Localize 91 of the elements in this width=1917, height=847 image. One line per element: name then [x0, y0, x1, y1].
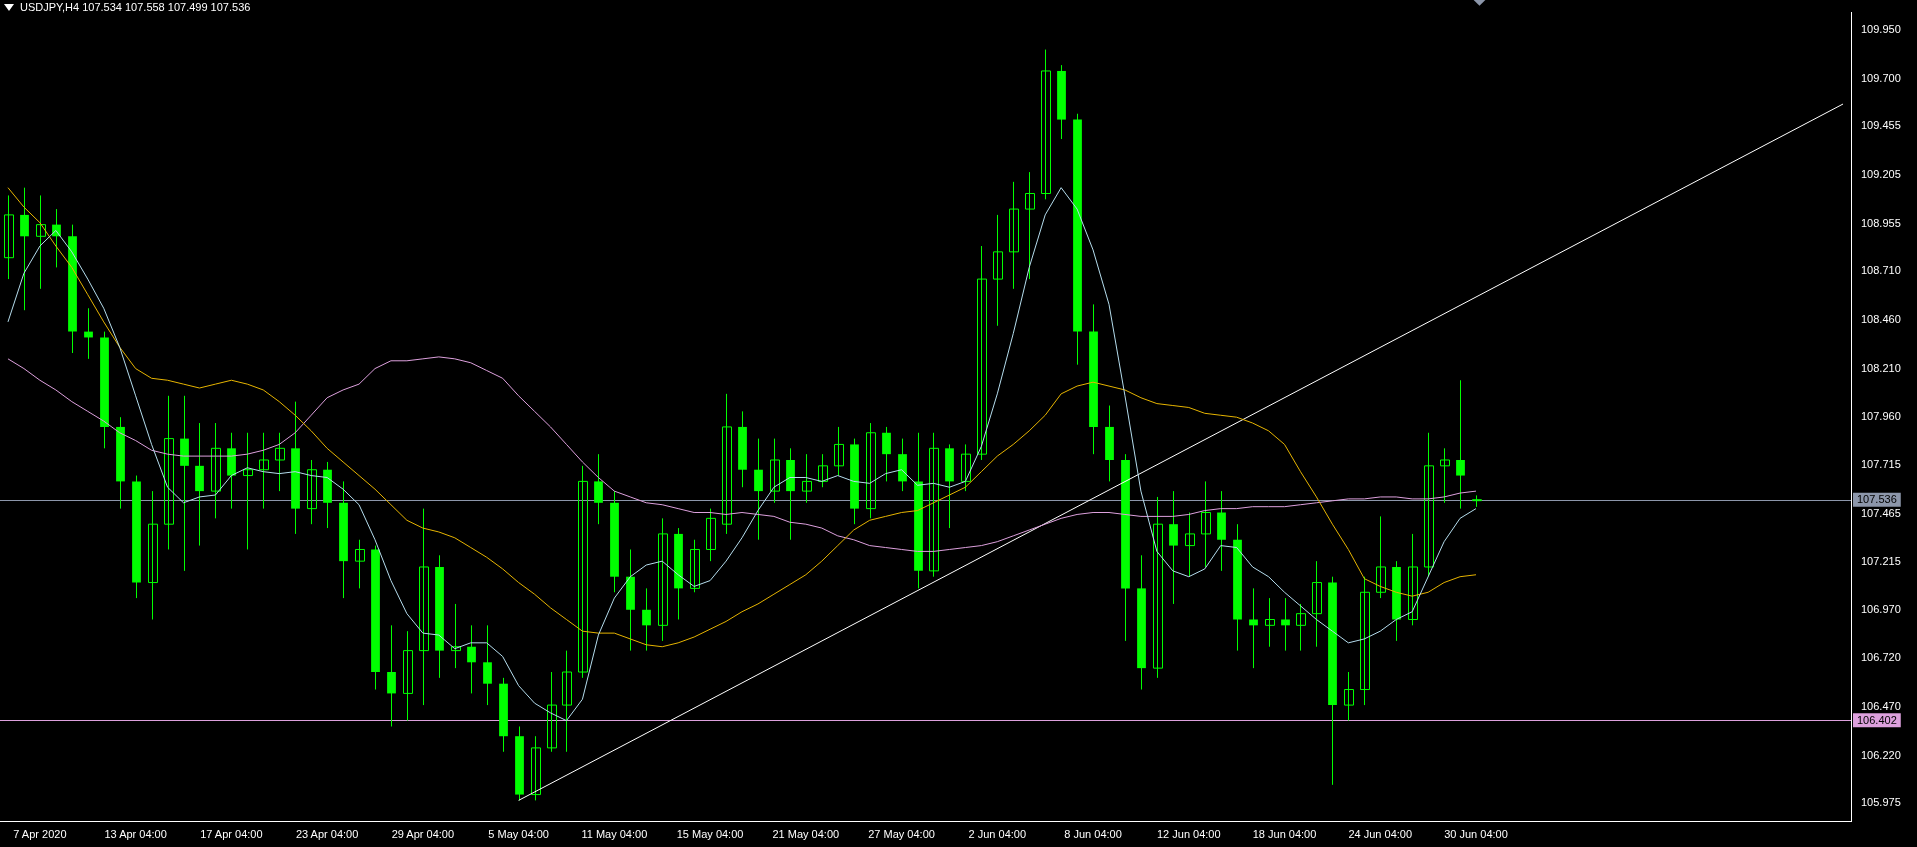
candlestick [658, 517, 668, 642]
candlestick [1440, 447, 1450, 504]
candlestick [866, 422, 876, 519]
y-tick-label: 107.215 [1861, 555, 1901, 568]
candlestick [929, 432, 939, 578]
candlestick [4, 194, 14, 280]
y-tick-label: 107.960 [1861, 410, 1901, 423]
candlestick [1265, 597, 1275, 648]
chart-title: USDJPY,H4 107.534 107.558 107.499 107.536 [20, 1, 251, 13]
candlestick [164, 395, 174, 550]
candlestick [547, 671, 557, 753]
candlestick [562, 650, 572, 753]
x-tick-label: 7 Apr 2020 [13, 828, 67, 841]
x-tick-label: 18 Jun 04:00 [1252, 828, 1317, 841]
candlestick [307, 459, 317, 525]
candlestick [722, 393, 732, 535]
candlestick [818, 453, 828, 488]
candlestick [1344, 671, 1354, 722]
candlestick [993, 214, 1003, 327]
candlestick [20, 187, 29, 311]
candlestick [148, 490, 158, 620]
y-tick-label: 108.460 [1861, 312, 1901, 325]
x-tick-label: 12 Jun 04:00 [1156, 828, 1221, 841]
candlestick [1472, 494, 1482, 508]
candlestick [243, 432, 253, 550]
ref-line-label: 106.402 [1857, 713, 1897, 726]
candlestick [882, 426, 891, 482]
candlestick [1376, 515, 1386, 599]
x-tick-label: 23 Apr 04:00 [295, 828, 359, 841]
candlestick [1041, 49, 1051, 200]
x-tick-label: 29 Apr 04:00 [391, 828, 455, 841]
candlestick [259, 432, 269, 510]
candlestick [706, 508, 716, 562]
candlestick [1153, 496, 1163, 679]
x-tick-label: 5 May 04:00 [488, 828, 549, 841]
y-tick-label: 108.710 [1861, 264, 1901, 277]
y-tick-label: 106.970 [1861, 602, 1901, 615]
y-tick-label: 107.465 [1861, 506, 1901, 519]
candlestick [1169, 490, 1178, 605]
x-tick-label: 8 Jun 04:00 [1064, 828, 1122, 841]
y-tick-label: 109.455 [1861, 119, 1901, 132]
candlestick [1312, 560, 1322, 648]
y-tick-label: 109.700 [1861, 71, 1901, 84]
candlestick [355, 539, 365, 589]
y-tick-label: 106.470 [1861, 700, 1901, 713]
candlestick [387, 624, 396, 727]
y-tick-label: 106.720 [1861, 651, 1901, 664]
y-tick-label: 105.975 [1861, 796, 1901, 809]
candlestick [1185, 512, 1195, 578]
candlestick [531, 735, 541, 801]
candlestick [594, 453, 603, 525]
y-tick-label: 109.950 [1861, 23, 1901, 36]
x-tick-label: 11 May 04:00 [581, 828, 648, 841]
ref-line-label: 107.536 [1857, 493, 1897, 506]
y-tick-label: 107.715 [1861, 457, 1901, 470]
candlestick [977, 245, 987, 461]
candlestick [1408, 533, 1418, 626]
x-tick-label: 21 May 04:00 [772, 828, 840, 841]
candlestick [211, 422, 221, 519]
candlestick [1296, 603, 1306, 652]
x-tick-label: 30 Jun 04:00 [1444, 828, 1508, 841]
x-tick-label: 27 May 04:00 [868, 828, 935, 841]
x-tick-label: 17 Apr 04:00 [200, 828, 263, 841]
candlestick [451, 603, 461, 669]
candlestick [1025, 171, 1035, 280]
x-tick-label: 2 Jun 04:00 [968, 828, 1027, 841]
y-tick-label: 109.205 [1861, 168, 1901, 181]
candlestick [1009, 181, 1019, 290]
y-tick-label: 108.210 [1861, 361, 1901, 374]
x-tick-label: 13 Apr 04:00 [104, 828, 167, 841]
candlestick [770, 438, 780, 504]
candlestick [802, 453, 812, 504]
candlestick [275, 432, 285, 492]
candlestick [578, 465, 588, 679]
candlestick [419, 508, 429, 706]
candlestick [961, 443, 971, 492]
candlestick [642, 587, 651, 652]
candlestick [690, 539, 700, 593]
x-tick-label: 24 Jun 04:00 [1348, 828, 1413, 841]
candlestick [834, 426, 844, 477]
candlestick [754, 438, 763, 541]
candlestick [1201, 480, 1211, 568]
candlestick [467, 624, 476, 694]
candlestick [403, 630, 413, 722]
candlestick [1456, 379, 1465, 510]
x-tick-label: 15 May 04:00 [676, 828, 744, 841]
candlestick [1360, 576, 1370, 706]
candlestick [36, 194, 46, 290]
y-tick-label: 108.955 [1861, 216, 1901, 229]
candlestick [483, 624, 492, 706]
y-tick-label: 106.220 [1861, 748, 1901, 761]
